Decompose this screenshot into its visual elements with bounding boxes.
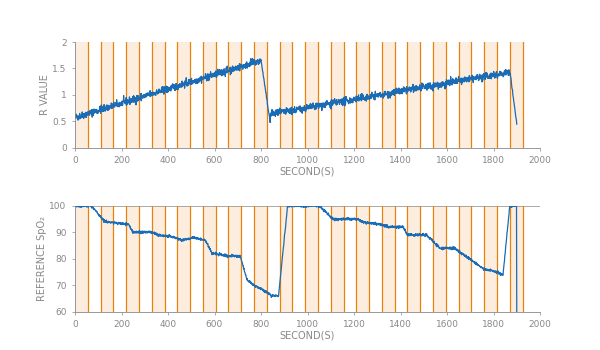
Bar	[305, 206, 318, 312]
Y-axis label: REFERENCE SpO₂: REFERENCE SpO₂	[37, 216, 47, 301]
Bar	[484, 42, 497, 148]
Bar	[331, 206, 344, 312]
Y-axis label: R VALUE: R VALUE	[40, 75, 50, 115]
Bar	[510, 206, 523, 312]
Bar	[203, 42, 215, 148]
Bar	[356, 42, 369, 148]
Bar	[356, 206, 369, 312]
Bar	[458, 206, 472, 312]
Bar	[433, 42, 446, 148]
Bar	[407, 42, 420, 148]
Bar	[382, 42, 395, 148]
Bar	[126, 42, 139, 148]
Bar	[101, 42, 113, 148]
Bar	[484, 206, 497, 312]
Bar	[101, 206, 113, 312]
Bar	[126, 206, 139, 312]
Bar	[254, 42, 267, 148]
Bar	[407, 206, 420, 312]
X-axis label: SECOND(S): SECOND(S)	[280, 166, 335, 176]
Bar	[305, 42, 318, 148]
Bar	[229, 42, 241, 148]
Bar	[203, 206, 215, 312]
Bar	[152, 42, 164, 148]
Bar	[229, 206, 241, 312]
X-axis label: SECOND(S): SECOND(S)	[280, 330, 335, 340]
Bar	[178, 206, 190, 312]
Bar	[382, 206, 395, 312]
Bar	[178, 42, 190, 148]
Bar	[280, 206, 292, 312]
Bar	[152, 206, 164, 312]
Bar	[254, 206, 267, 312]
Bar	[510, 42, 523, 148]
Bar	[331, 42, 344, 148]
Bar	[458, 42, 472, 148]
Bar	[75, 206, 88, 312]
Bar	[75, 42, 88, 148]
Bar	[433, 206, 446, 312]
Bar	[280, 42, 292, 148]
